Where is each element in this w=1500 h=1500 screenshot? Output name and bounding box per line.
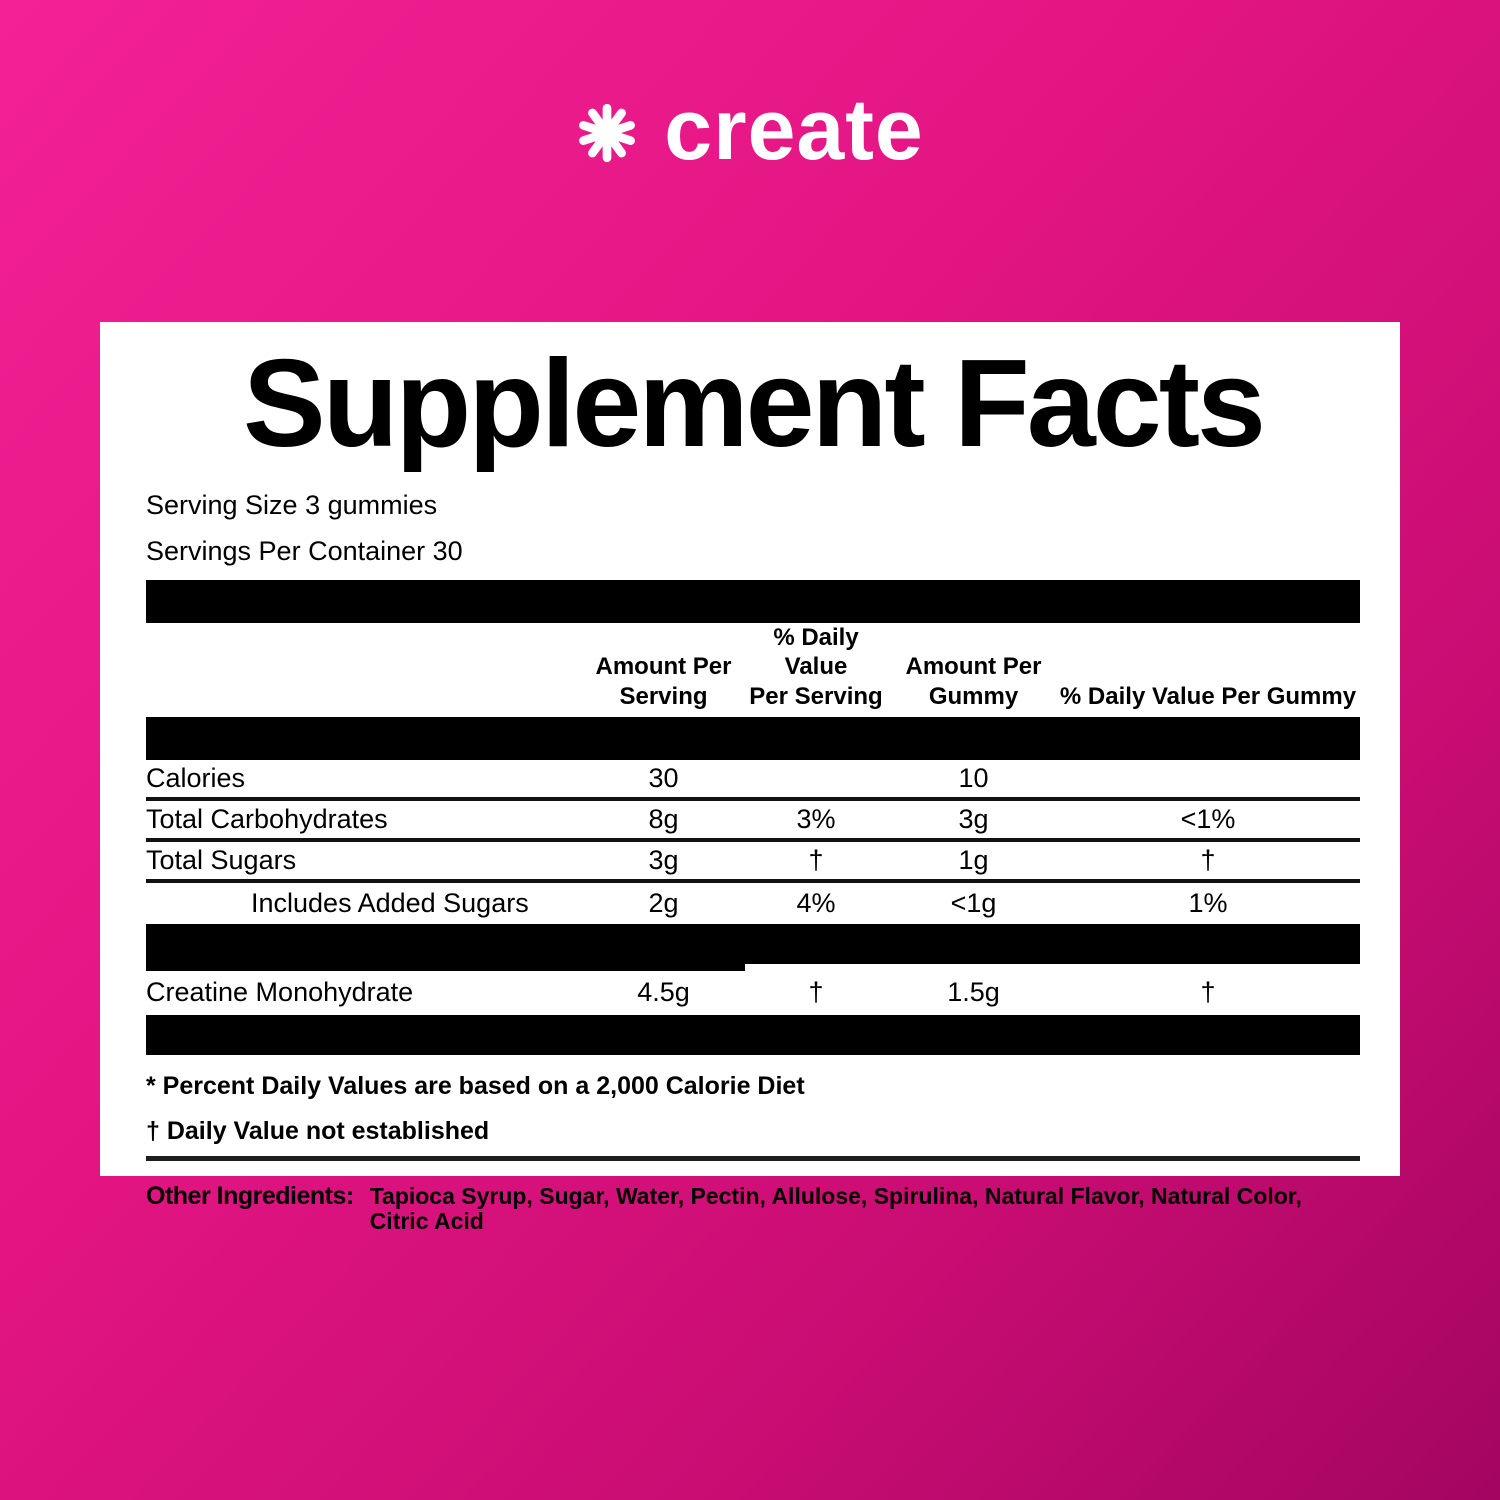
row-value: 4.5g xyxy=(637,977,690,1008)
servings-per-container: Servings Per Container 30 xyxy=(146,536,463,566)
nutrient-row-calories: Calories 30 10 xyxy=(146,760,1360,801)
row-name: Total Sugars xyxy=(146,844,297,875)
brand-logo: create xyxy=(0,82,1500,178)
column-header-amount-per-gummy: Amount Per Gummy xyxy=(905,653,1042,710)
divider-bar-stepped xyxy=(146,923,1360,971)
other-ingredients-row: Other Ingredients: Tapioca Syrup, Sugar,… xyxy=(146,1181,1360,1235)
column-header-dv-per-gummy: % Daily Value Per Gummy xyxy=(1059,682,1357,710)
row-value: † xyxy=(1200,977,1216,1008)
row-value: † xyxy=(808,977,824,1008)
other-ingredients-label: Other Ingredients: xyxy=(146,1181,354,1210)
panel-title: Supplement Facts xyxy=(243,335,1266,473)
divider-bar-bottom xyxy=(146,1014,1360,1055)
row-value: † xyxy=(808,844,824,875)
nutrient-row-creatine-monohydrate: Creatine Monohydrate 4.5g † 1.5g † xyxy=(146,971,1360,1015)
brand-wordmark: create xyxy=(664,82,924,178)
nutrient-row-total-carbohydrates: Total Carbohydrates 8g 3% 3g <1% xyxy=(146,801,1360,842)
column-header-dv-per-serving: % Daily Value Per Serving xyxy=(749,624,883,710)
row-value: † xyxy=(1200,844,1216,875)
row-value: 1.5g xyxy=(947,977,1000,1008)
row-value: 10 xyxy=(958,762,989,793)
table-header-row: Amount Per Serving % Daily Value Per Ser… xyxy=(146,623,1360,717)
divider-bar-segment-right xyxy=(744,923,1360,964)
row-value: <1g xyxy=(950,887,997,918)
footnote-rule xyxy=(146,1155,1360,1161)
row-value: 3g xyxy=(648,844,679,875)
nutrient-row-total-sugars: Total Sugars 3g † 1g † xyxy=(146,842,1360,883)
row-value: 4% xyxy=(796,887,836,918)
row-name: Includes Added Sugars xyxy=(251,887,529,918)
row-value: 30 xyxy=(648,762,679,793)
row-value: 1% xyxy=(1188,887,1228,918)
divider-bar-segment-left xyxy=(146,923,745,971)
row-name: Creatine Monohydrate xyxy=(146,977,414,1008)
nutrient-row-added-sugars: Includes Added Sugars 2g 4% <1g 1% xyxy=(146,883,1360,924)
row-value: 8g xyxy=(648,803,679,834)
other-ingredients-list: Tapioca Syrup, Sugar, Water, Pectin, All… xyxy=(369,1182,1302,1235)
supplement-facts-panel: Supplement Facts Serving Size 3 gummies … xyxy=(100,322,1400,1234)
column-header-amount-per-serving: Amount Per Serving xyxy=(595,653,732,710)
row-name: Calories xyxy=(146,762,246,793)
divider-bar-header xyxy=(146,716,1360,760)
divider-bar-top xyxy=(146,580,1360,623)
row-value: 3g xyxy=(958,803,989,834)
row-value: 1g xyxy=(958,844,989,875)
serving-size: Serving Size 3 gummies xyxy=(146,490,438,520)
footnote-dagger: † Daily Value not established xyxy=(146,1116,490,1145)
row-value: <1% xyxy=(1180,803,1236,834)
row-value: 2g xyxy=(648,887,679,918)
row-name: Total Carbohydrates xyxy=(146,803,388,834)
row-value: 3% xyxy=(796,803,836,834)
footnote-daily-values: * Percent Daily Values are based on a 2,… xyxy=(146,1071,805,1100)
starburst-icon xyxy=(579,103,636,163)
